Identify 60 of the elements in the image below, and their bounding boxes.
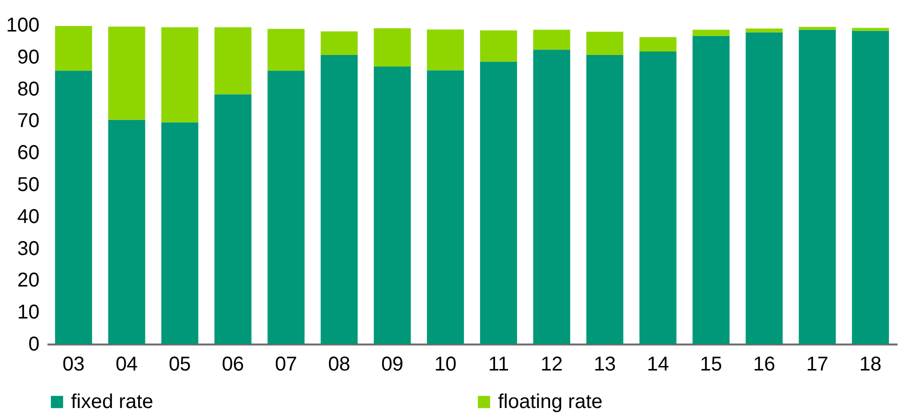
bar — [639, 37, 676, 52]
y-tick-label: 10 — [17, 302, 40, 324]
y-tick-label: 50 — [17, 174, 40, 196]
bar — [480, 30, 518, 62]
x-tick-label: 11 — [488, 354, 509, 376]
x-tick-label: 09 — [381, 354, 404, 376]
x-tick-label: 12 — [540, 354, 563, 376]
bar — [320, 31, 358, 55]
bar — [268, 28, 305, 71]
x-tick-label: 07 — [274, 354, 298, 376]
bar — [426, 29, 464, 70]
y-tick-label: 60 — [17, 142, 40, 164]
y-tick-label: 100 — [6, 14, 40, 36]
x-tick-label: 16 — [753, 354, 776, 376]
bar — [746, 28, 783, 32]
bar — [586, 54, 624, 344]
bar — [108, 26, 146, 120]
x-tick-label: 13 — [594, 354, 616, 376]
legend-label: floating rate — [498, 391, 603, 413]
y-tick-label: 30 — [17, 238, 40, 260]
bar — [798, 30, 836, 344]
bar — [161, 27, 198, 122]
y-tick-label: 90 — [17, 46, 40, 68]
x-tick-label: 06 — [222, 354, 244, 376]
bar — [480, 62, 518, 344]
bar — [533, 50, 570, 344]
bar — [214, 94, 252, 344]
x-tick-label: 08 — [328, 354, 350, 376]
x-tick-label: 03 — [62, 354, 85, 376]
bar — [320, 54, 358, 344]
legend-label: fixed rate — [71, 391, 154, 413]
bar — [798, 26, 836, 30]
bar — [586, 32, 624, 55]
y-tick-label: 20 — [17, 270, 40, 292]
bar — [374, 66, 411, 344]
bar — [214, 27, 252, 94]
x-tick-label: 18 — [859, 354, 882, 376]
bar — [55, 26, 92, 71]
bar — [746, 32, 783, 344]
x-tick-label: 10 — [434, 354, 457, 376]
x-tick-label: 04 — [116, 354, 138, 376]
y-tick-label: 70 — [17, 110, 40, 132]
y-tick-label: 40 — [17, 206, 40, 228]
bar — [426, 70, 464, 344]
bar — [268, 70, 305, 344]
bar — [852, 30, 889, 344]
bar — [533, 30, 570, 50]
bar — [692, 36, 730, 344]
x-tick-label: 05 — [168, 354, 191, 376]
bar — [55, 70, 92, 344]
x-tick-label: 15 — [700, 354, 722, 376]
bar — [692, 30, 730, 36]
bar — [374, 28, 411, 66]
y-tick-label: 0 — [28, 334, 40, 356]
bar — [161, 122, 198, 344]
bar — [108, 120, 146, 344]
x-tick-label: 17 — [806, 354, 828, 376]
y-tick-label: 80 — [17, 78, 40, 100]
bar — [639, 51, 676, 344]
x-tick-label: 14 — [646, 354, 670, 376]
